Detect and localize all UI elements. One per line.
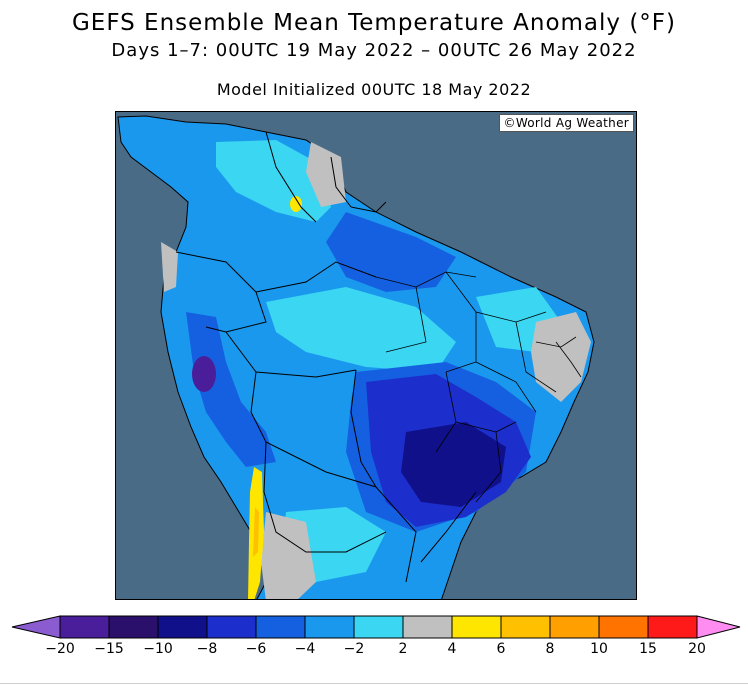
legend-bin-7 [353,615,404,639]
legend-tick-label: 20 [688,641,706,657]
legend-bin-6 [304,615,355,639]
legend-bin-1 [59,615,110,639]
legend-tick-label: −10 [143,641,173,657]
legend-bin-2 [108,615,159,639]
map-subtitle: Days 1–7: 00UTC 19 May 2022 – 00UTC 26 M… [111,40,637,61]
anomaly-blue-amazon [326,212,456,292]
legend-tick-label: −4 [294,641,316,657]
legend-tick-label: −6 [245,641,267,657]
state-borders [375,271,582,503]
legend-bin-13 [647,615,698,639]
legend-tick-label: −15 [94,641,124,657]
legend-bin-9 [451,615,502,639]
map-title: GEFS Ensemble Mean Temperature Anomaly (… [71,10,677,36]
bottom-divider [0,683,748,684]
anomaly-gray-argentina [261,512,316,599]
anomaly-gray-andes-north [161,242,178,292]
anomaly-map: ©World Ag Weather [115,111,637,600]
legend-bin-3 [157,615,208,639]
legend-bin-4 [206,615,257,639]
legend-bin-12 [598,615,649,639]
anomaly-gray-guiana [306,142,346,207]
legend-tick-label: −20 [45,641,75,657]
legend-tick-label: 2 [398,641,408,657]
color-legend [11,615,741,639]
legend-tick-label: 8 [545,641,555,657]
model-init-line: Model Initialized 00UTC 18 May 2022 [216,80,532,99]
anomaly-orange-chile-coast [253,507,259,557]
legend-tick-label: 6 [496,641,506,657]
anomaly-blue-andes [186,312,276,467]
credit-label: ©World Ag Weather [498,114,634,132]
anomaly-deepblue-south [401,422,506,507]
anomaly-purple-peru [192,356,216,392]
legend-tick-label: 10 [590,641,608,657]
legend-bin-8 [402,615,453,639]
anomaly-cyan-north [216,140,331,222]
anomaly-yellow-venezuela [290,196,302,212]
legend-bin-10 [500,615,551,639]
legend-tick-label: 4 [447,641,457,657]
country-borders [175,131,477,583]
anomaly-gray-northeast [531,312,591,402]
legend-low-arrow [11,615,61,639]
map-canvas [116,112,636,599]
legend-tick-label: −8 [196,641,218,657]
legend-bin-11 [549,615,600,639]
legend-high-arrow [696,615,741,639]
anomaly-cyan-center [266,287,456,372]
legend-tick-label: 15 [639,641,657,657]
legend-tick-label: −2 [343,641,365,657]
legend-bin-5 [255,615,306,639]
